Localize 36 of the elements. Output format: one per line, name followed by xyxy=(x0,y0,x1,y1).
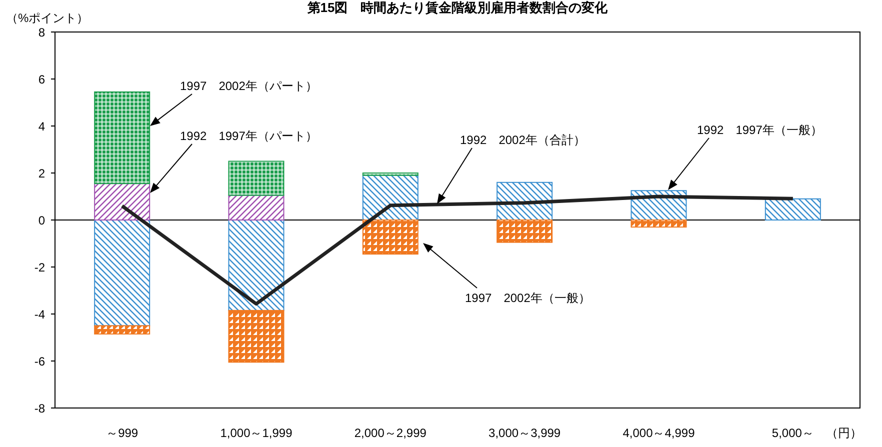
y-tick-label: -4 xyxy=(34,308,46,322)
bar xyxy=(764,198,821,220)
bar xyxy=(362,172,418,176)
bar xyxy=(228,310,284,363)
bar xyxy=(94,325,150,334)
annotation: 1992 2002年（合計） xyxy=(460,133,586,147)
chart-title: 第15図 時間あたり賃金階級別雇用者数割合の変化 xyxy=(306,0,609,15)
bar xyxy=(362,220,418,255)
y-axis-title: （%ポイント） xyxy=(6,11,89,25)
x-tick-label: ～999 xyxy=(106,426,138,440)
annotation: 1992 1997年（一般） xyxy=(697,123,822,137)
y-tick-label: -8 xyxy=(34,402,46,416)
bar xyxy=(228,220,284,311)
annotation: 1997 2002年（パート） xyxy=(180,79,318,93)
y-tick-label: 8 xyxy=(38,26,46,40)
y-tick-label: 4 xyxy=(38,120,46,134)
y-tick-label: 6 xyxy=(38,72,46,86)
x-tick-label: 1,000～1,999 xyxy=(220,426,293,440)
x-tick-label: 2,000～2,999 xyxy=(354,426,427,440)
bar xyxy=(630,220,687,228)
x-tick-label: 3,000～3,999 xyxy=(488,426,561,440)
bar xyxy=(94,183,150,220)
bar xyxy=(94,91,150,184)
bar xyxy=(496,220,553,243)
y-tick-label: -6 xyxy=(34,354,46,368)
y-tick-label: 2 xyxy=(38,166,46,180)
x-axis-title: （円） xyxy=(826,426,862,440)
annotation: 1992 1997年（パート） xyxy=(180,129,318,143)
bar xyxy=(94,220,150,326)
x-tick-label: 5,000～ xyxy=(772,426,814,440)
annotation: 1997 2002年（一般） xyxy=(465,291,590,305)
bar xyxy=(228,194,284,220)
bar xyxy=(228,160,284,196)
y-tick-label: -2 xyxy=(34,260,46,274)
x-tick-label: 4,000～4,999 xyxy=(622,426,696,440)
y-tick-label: 0 xyxy=(38,214,46,228)
